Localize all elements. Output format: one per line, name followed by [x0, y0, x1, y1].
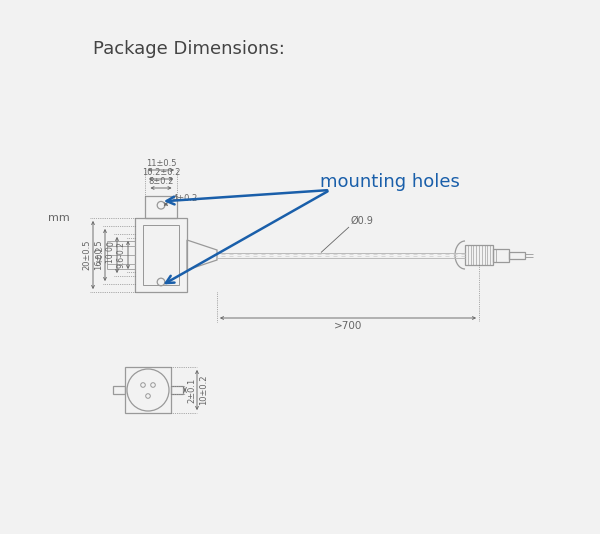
Bar [493, 248, 509, 262]
Text: Ø0.9: Ø0.9 [351, 216, 374, 226]
Text: >700: >700 [334, 321, 362, 331]
Bar [135, 218, 187, 292]
Text: 16±0.5: 16±0.5 [94, 240, 103, 270]
Text: +0.2
10 0: +0.2 10 0 [95, 246, 115, 264]
Bar [171, 386, 183, 394]
Text: 0
9.6-0.2: 0 9.6-0.2 [107, 241, 126, 269]
Text: 2±0.1: 2±0.1 [187, 378, 196, 403]
Text: 4±0.2: 4±0.2 [173, 194, 198, 203]
Text: 11±0.5: 11±0.5 [146, 159, 176, 168]
Bar [125, 367, 171, 413]
Text: Package Dimensions:: Package Dimensions: [93, 40, 285, 58]
Text: 10±0.2: 10±0.2 [199, 375, 208, 405]
Text: mm: mm [48, 213, 70, 223]
Bar [143, 225, 179, 285]
Bar [509, 252, 525, 258]
Text: 20±0.5: 20±0.5 [82, 240, 91, 270]
Text: 10.2±0.2: 10.2±0.2 [142, 168, 180, 177]
Text: mounting holes: mounting holes [320, 173, 460, 191]
Bar [113, 386, 125, 394]
Text: 8±0.2: 8±0.2 [148, 177, 173, 186]
Bar [465, 245, 493, 265]
Bar [145, 196, 177, 218]
